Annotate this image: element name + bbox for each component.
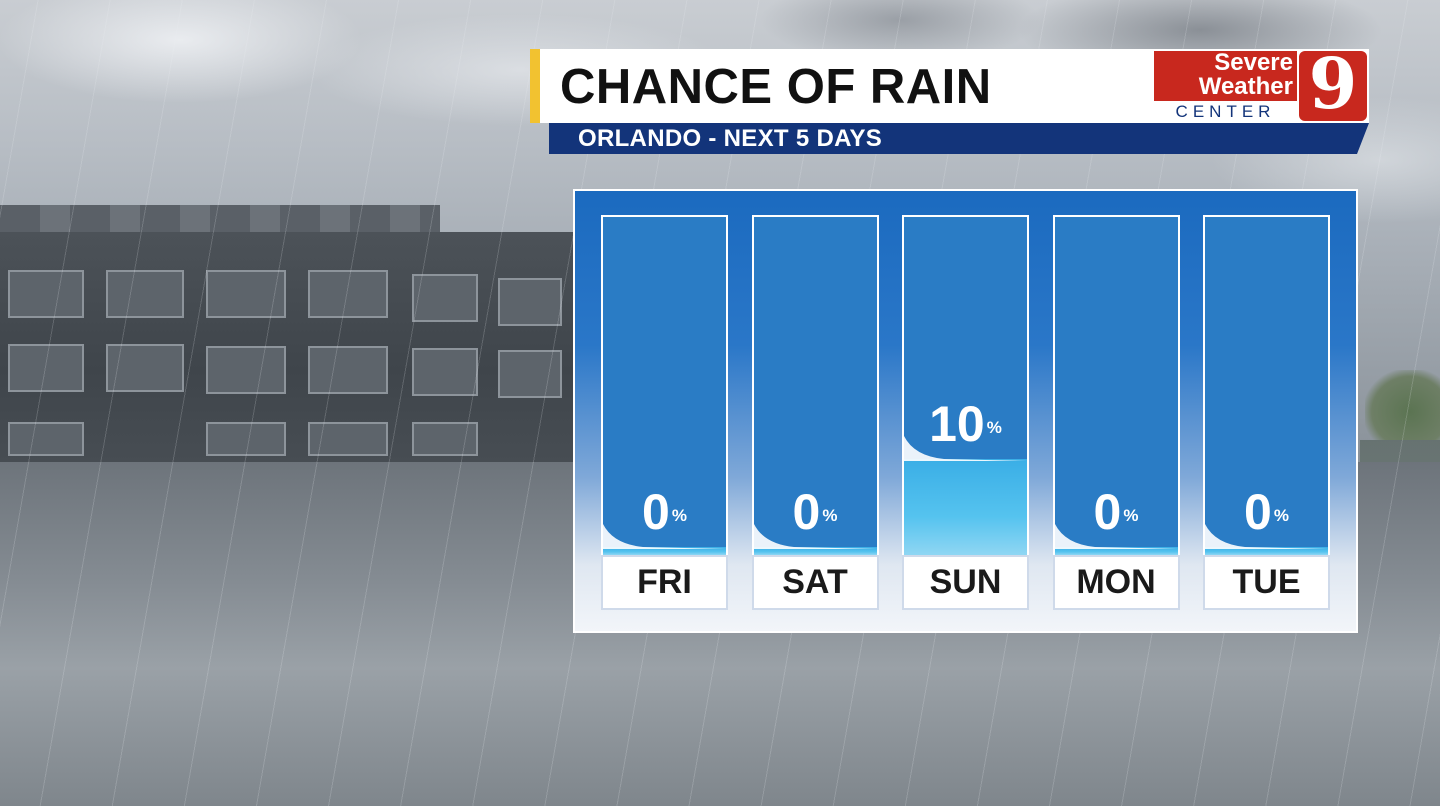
building-window (106, 270, 184, 318)
wave-crest (1205, 524, 1328, 549)
wave-crest (753, 524, 877, 549)
wave-crest (1054, 524, 1178, 549)
building-window (308, 346, 388, 394)
rain-chance-value: 0% (1205, 487, 1328, 537)
day-label-box (1052, 555, 1180, 610)
rain-chance-value: 0% (603, 487, 726, 537)
percent-sign: % (1123, 506, 1139, 525)
building-window (8, 270, 84, 318)
logo-text-center: CENTER (1175, 102, 1276, 121)
rain-chance-value: 0% (754, 487, 877, 537)
trees (1365, 370, 1440, 440)
rain-level-fill (904, 458, 1027, 555)
forecast-day-tue: 0% TUE (1203, 215, 1330, 610)
rain-chance-number: 0 (1244, 484, 1272, 540)
day-label: SUN (929, 563, 1002, 601)
rain-chance-bar: 10% (902, 215, 1029, 555)
rain-chance-bar: 0% (1052, 215, 1180, 555)
rain-chance-number: 0 (792, 484, 821, 540)
rain-level-fill (603, 547, 726, 555)
wave-highlight (1205, 524, 1328, 549)
rain-chance-value: 10% (904, 399, 1027, 449)
rain-chance-number: 10 (929, 395, 985, 452)
percent-sign: % (986, 417, 1002, 437)
day-label: FRI (637, 563, 692, 601)
day-label: SAT (782, 563, 848, 601)
logo-text-severe: Severe (1214, 49, 1293, 76)
day-label: MON (1076, 563, 1156, 601)
page-subtitle: ORLANDO - NEXT 5 DAYS (578, 125, 883, 152)
building-window (106, 344, 184, 392)
building-window (206, 422, 286, 456)
rain-chance-bar: 0% (601, 215, 728, 555)
forecast-day-fri: 0% FRI (601, 215, 728, 610)
logo-nine: 9 (1308, 42, 1358, 125)
day-label-box (751, 555, 879, 610)
wave-highlight (904, 435, 1027, 461)
building-window (498, 278, 562, 326)
wave-highlight (1054, 524, 1178, 549)
building-window (498, 350, 562, 398)
day-label-box (601, 555, 728, 610)
building-roof (0, 205, 440, 235)
day-label-box (902, 555, 1029, 610)
percent-sign: % (1273, 506, 1289, 525)
wave-highlight (753, 524, 877, 549)
rain-chance-bar: 0% (751, 215, 879, 555)
logo-red-block (1154, 51, 1297, 101)
rain-level-fill (753, 547, 877, 555)
building-window (206, 270, 286, 318)
rain-level-fill (1205, 547, 1328, 555)
wave-crest (904, 435, 1027, 461)
title-bar (530, 49, 1152, 123)
day-label: TUE (1232, 563, 1301, 601)
forecast-day-sat: 0% SAT (751, 215, 879, 610)
rain-level-fill (1054, 547, 1178, 555)
percent-sign: % (822, 506, 838, 525)
building-window (412, 274, 478, 322)
building-window (8, 344, 84, 392)
percent-sign: % (671, 506, 687, 525)
building-window (412, 348, 478, 396)
building-window (206, 346, 286, 394)
day-label-box (1203, 555, 1330, 610)
building-window (308, 270, 388, 318)
logo-text-weather: Weather (1198, 73, 1293, 100)
subtitle-bar (549, 123, 1369, 154)
title-accent (530, 49, 540, 123)
rain-chance-bar: 0% (1203, 215, 1330, 555)
forecast-day-sun: 10% SUN (902, 215, 1029, 610)
page-title: CHANCE OF RAIN (560, 60, 992, 114)
rain-chance-number: 0 (642, 484, 670, 540)
rain-chance-number: 0 (1093, 484, 1122, 540)
wave-highlight (603, 524, 726, 549)
building (0, 232, 575, 462)
building-window (412, 422, 478, 456)
forecast-day-mon: 0% MON (1052, 215, 1180, 610)
wave-crest (603, 524, 726, 549)
rain-chance-value: 0% (1055, 487, 1178, 537)
building-window (308, 422, 388, 456)
logo-nine-badge (1299, 51, 1367, 121)
building-window (8, 422, 84, 456)
